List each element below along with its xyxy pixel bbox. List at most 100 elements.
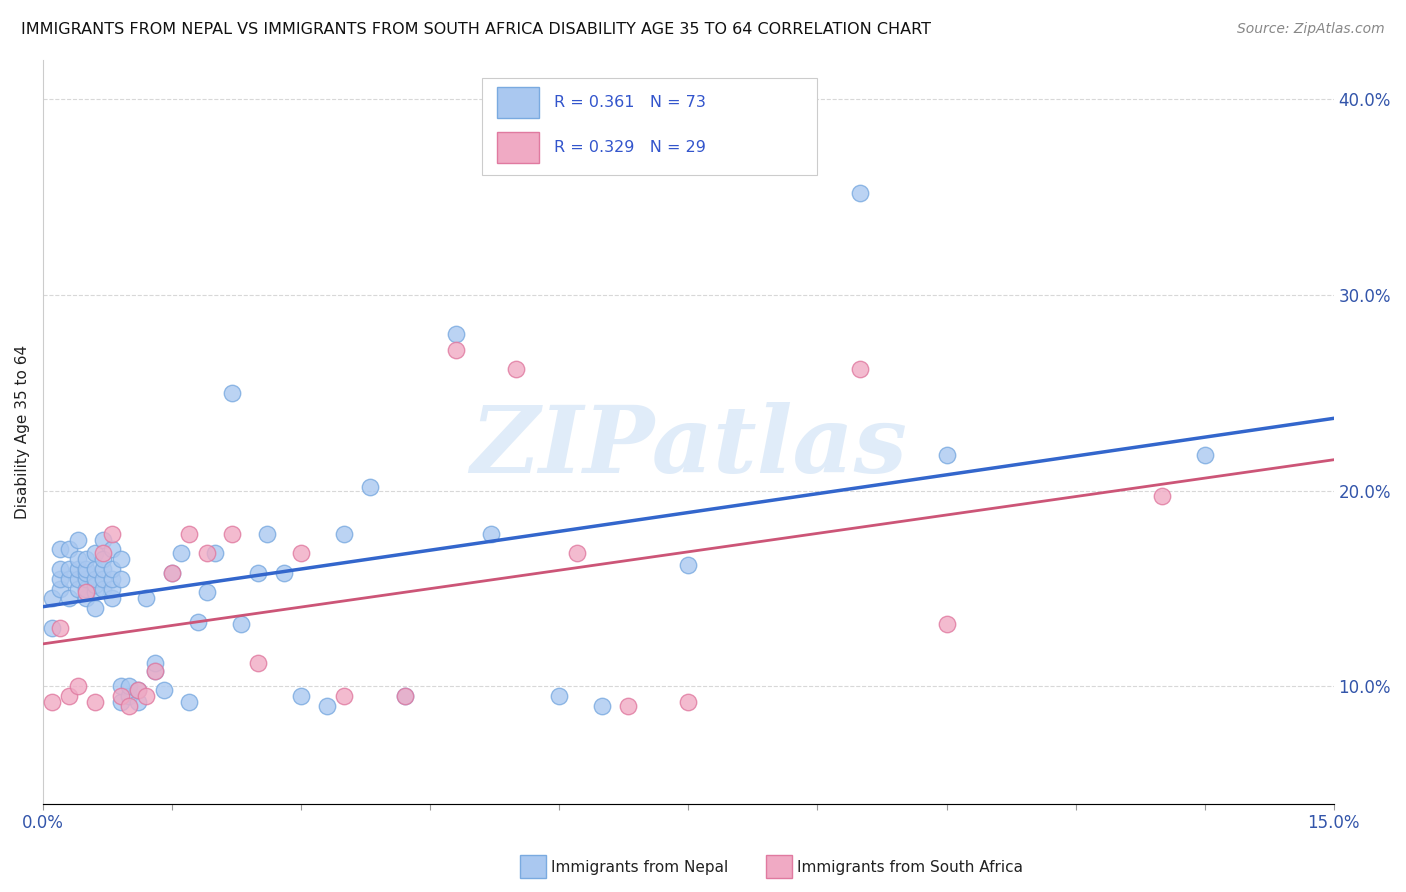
Point bbox=[49, 562, 72, 576]
Point bbox=[75, 552, 97, 566]
Point bbox=[66, 533, 89, 547]
Point bbox=[678, 558, 700, 572]
Point bbox=[101, 582, 124, 596]
Point bbox=[101, 526, 124, 541]
Point bbox=[565, 546, 588, 560]
Point bbox=[247, 656, 270, 670]
Text: ZIPatlas: ZIPatlas bbox=[470, 401, 907, 491]
Point bbox=[83, 585, 105, 599]
Point bbox=[41, 591, 63, 606]
Point bbox=[179, 695, 201, 709]
Point bbox=[118, 680, 141, 694]
Point bbox=[444, 343, 467, 357]
Point bbox=[290, 690, 312, 704]
Point bbox=[66, 562, 89, 576]
Point bbox=[127, 683, 149, 698]
Text: Source: ZipAtlas.com: Source: ZipAtlas.com bbox=[1237, 22, 1385, 37]
Point bbox=[93, 562, 115, 576]
Point bbox=[359, 480, 381, 494]
Text: R = 0.329   N = 29: R = 0.329 N = 29 bbox=[554, 140, 706, 155]
Point bbox=[135, 591, 157, 606]
Point bbox=[204, 546, 226, 560]
Point bbox=[591, 699, 613, 714]
Point bbox=[394, 690, 416, 704]
Point bbox=[162, 566, 184, 580]
Point bbox=[110, 680, 132, 694]
Point bbox=[273, 566, 295, 580]
Point bbox=[41, 621, 63, 635]
Point bbox=[221, 526, 243, 541]
Point bbox=[617, 699, 640, 714]
Point bbox=[110, 690, 132, 704]
Point bbox=[83, 572, 105, 586]
Point bbox=[316, 699, 339, 714]
Point bbox=[93, 546, 115, 560]
Point bbox=[110, 572, 132, 586]
Point bbox=[143, 664, 166, 678]
Point bbox=[75, 566, 97, 580]
Point bbox=[221, 385, 243, 400]
Point bbox=[58, 591, 80, 606]
Point bbox=[49, 621, 72, 635]
Point bbox=[290, 546, 312, 560]
Point bbox=[247, 566, 270, 580]
Bar bbox=[498, 87, 538, 119]
Point bbox=[93, 533, 115, 547]
Point bbox=[849, 362, 872, 376]
Point bbox=[333, 690, 356, 704]
Point bbox=[256, 526, 278, 541]
Point bbox=[83, 546, 105, 560]
Point bbox=[394, 690, 416, 704]
Point bbox=[93, 572, 115, 586]
Point bbox=[101, 542, 124, 557]
Point bbox=[935, 448, 957, 462]
Point bbox=[333, 526, 356, 541]
Point bbox=[152, 683, 174, 698]
Point bbox=[479, 526, 502, 541]
Point bbox=[143, 664, 166, 678]
Point bbox=[179, 526, 201, 541]
Point bbox=[58, 572, 80, 586]
Point bbox=[58, 542, 80, 557]
Point bbox=[1194, 448, 1216, 462]
Point bbox=[195, 546, 218, 560]
Point bbox=[505, 362, 527, 376]
Point bbox=[935, 616, 957, 631]
Point bbox=[229, 616, 252, 631]
Point bbox=[41, 695, 63, 709]
Point bbox=[75, 582, 97, 596]
Bar bbox=[498, 132, 538, 163]
Point bbox=[849, 186, 872, 200]
Point bbox=[58, 562, 80, 576]
Point bbox=[75, 585, 97, 599]
Point bbox=[162, 566, 184, 580]
Point bbox=[118, 690, 141, 704]
Point bbox=[548, 690, 571, 704]
FancyBboxPatch shape bbox=[482, 78, 817, 175]
Point bbox=[101, 572, 124, 586]
Point bbox=[93, 552, 115, 566]
Point bbox=[110, 552, 132, 566]
Point bbox=[101, 562, 124, 576]
Point bbox=[143, 656, 166, 670]
Point bbox=[135, 690, 157, 704]
Point bbox=[93, 582, 115, 596]
Point bbox=[58, 690, 80, 704]
Point bbox=[678, 695, 700, 709]
Text: Immigrants from South Africa: Immigrants from South Africa bbox=[797, 860, 1024, 874]
Point bbox=[110, 695, 132, 709]
Point bbox=[127, 683, 149, 698]
Point bbox=[195, 585, 218, 599]
Point bbox=[75, 562, 97, 576]
Point bbox=[118, 699, 141, 714]
Point bbox=[444, 326, 467, 341]
Point bbox=[127, 695, 149, 709]
Y-axis label: Disability Age 35 to 64: Disability Age 35 to 64 bbox=[15, 344, 30, 519]
Point bbox=[49, 582, 72, 596]
Point bbox=[75, 572, 97, 586]
Point bbox=[83, 695, 105, 709]
Text: Immigrants from Nepal: Immigrants from Nepal bbox=[551, 860, 728, 874]
Point bbox=[66, 582, 89, 596]
Point bbox=[49, 542, 72, 557]
Point bbox=[66, 680, 89, 694]
